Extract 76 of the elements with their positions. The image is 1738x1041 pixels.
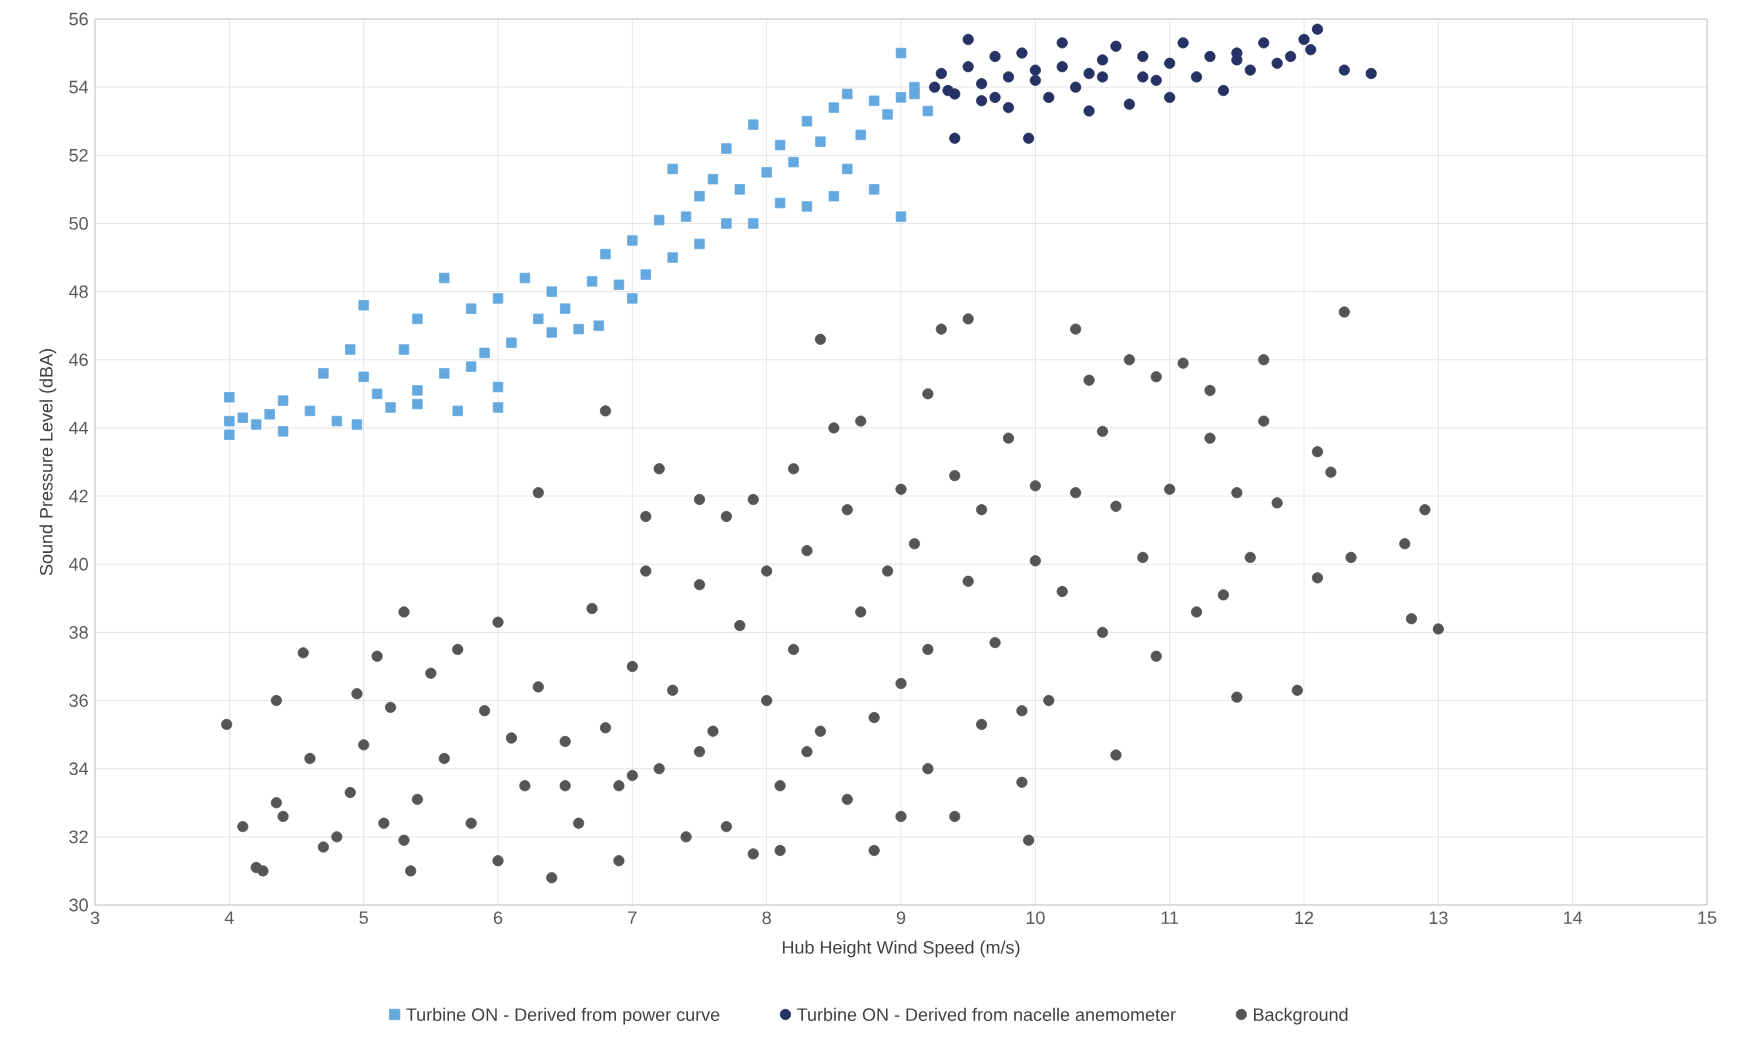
point (962, 61, 974, 73)
point (1123, 98, 1135, 110)
point (942, 84, 954, 97)
y-tick-label: 44 (69, 421, 89, 435)
y-tick-label: 52 (69, 148, 88, 162)
y-tick-label: 54 (69, 80, 89, 94)
point (1029, 64, 1041, 76)
point (1137, 71, 1149, 83)
point (1002, 102, 1015, 114)
point (1311, 23, 1324, 35)
point (976, 78, 988, 90)
x-tick-label: 3 (90, 911, 100, 925)
point (1284, 50, 1297, 63)
point (1244, 64, 1256, 76)
point (989, 50, 1001, 63)
legend-label: Background (1254, 1007, 1348, 1025)
x-tick-label: 15 (1698, 911, 1717, 924)
point (1056, 61, 1068, 73)
point (1096, 54, 1109, 66)
x-tick-label: 14 (1564, 911, 1583, 924)
point (1083, 105, 1095, 117)
x-tick-label: 6 (493, 911, 503, 925)
y-tick-label: 50 (69, 217, 88, 230)
y-tick-label: 38 (69, 626, 88, 639)
y-tick-label: 42 (69, 489, 88, 503)
y-tick-label: 46 (69, 353, 88, 367)
x-tick-label: 8 (762, 911, 771, 925)
point (1043, 91, 1055, 103)
y-tick-label: 36 (69, 694, 88, 707)
point (1083, 67, 1095, 80)
point (1110, 40, 1122, 52)
x-tick-label: 13 (1429, 911, 1448, 925)
point (1002, 71, 1015, 83)
x-tick-label: 9 (896, 911, 906, 925)
point (1298, 33, 1310, 46)
point (1016, 47, 1028, 59)
point (1150, 74, 1162, 86)
point (1070, 81, 1082, 93)
legend-label: Turbine ON - Derived from power curve (406, 1007, 720, 1025)
point (1029, 74, 1041, 86)
point (989, 91, 1001, 103)
point (935, 67, 947, 80)
point (1164, 57, 1176, 69)
y-tick-label: 32 (69, 830, 88, 844)
point (1190, 71, 1203, 83)
point (949, 132, 961, 144)
x-tick-label: 11 (1161, 911, 1179, 924)
legend-label: Turbine ON - Derived from nacelle anemometer (797, 1007, 1176, 1022)
x-tick-label: 7 (628, 911, 637, 924)
point (1164, 91, 1176, 103)
point (1096, 71, 1109, 83)
y-axis-title: Sound Pressure Level (dBA) (39, 349, 57, 576)
point (1365, 67, 1377, 80)
point (1305, 44, 1317, 56)
x-tick-label: 10 (1026, 911, 1045, 925)
point (929, 81, 941, 93)
point (1056, 37, 1068, 49)
point (1258, 37, 1270, 49)
x-tick-label: 12 (1295, 911, 1314, 924)
x-tick-label: 4 (224, 911, 234, 924)
x-tick-label: 5 (359, 911, 368, 924)
point (1023, 132, 1035, 144)
point (1217, 84, 1230, 97)
point (1137, 50, 1149, 63)
point (1204, 50, 1216, 63)
y-tick-label: 40 (69, 557, 88, 571)
y-tick-label: 30 (69, 898, 88, 912)
y-tick-label: 56 (69, 12, 88, 26)
point (976, 95, 988, 107)
y-tick-label: 34 (69, 762, 89, 776)
x-axis-title: Hub Height Wind Speed (m/s) (782, 940, 1020, 958)
y-tick-label: 48 (69, 285, 88, 298)
point (962, 33, 974, 46)
point (1177, 37, 1189, 49)
point (1271, 57, 1283, 69)
point (1338, 64, 1350, 76)
